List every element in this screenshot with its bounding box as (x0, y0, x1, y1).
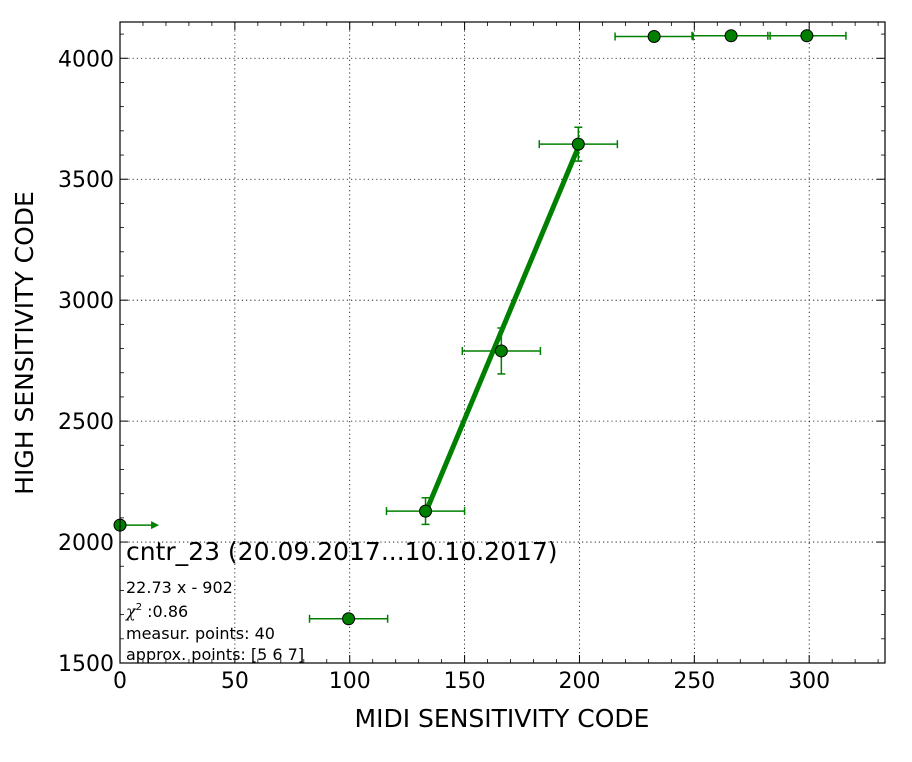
x-error-arrowhead (151, 521, 160, 530)
x-tick-label: 250 (673, 669, 715, 694)
x-tick-label: 150 (444, 669, 486, 694)
x-tick-label: 50 (221, 669, 249, 694)
plot-frame (119, 21, 886, 664)
data-point (494, 344, 508, 358)
annotation-formula: 22.73 x - 902 (126, 578, 233, 597)
data-point (724, 29, 738, 43)
data-point (342, 612, 356, 626)
x-tick-label: 300 (788, 669, 830, 694)
y-tick-label: 1500 (58, 652, 114, 677)
x-tick-label: 0 (113, 669, 127, 694)
y-tick-label: 3000 (58, 289, 114, 314)
x-tick-label: 200 (558, 669, 600, 694)
error-bars-layer (120, 31, 847, 623)
annotation-chi2: χ2 :0.86 (125, 602, 188, 621)
y-tick-label: 2500 (58, 410, 114, 435)
data-point (419, 504, 433, 518)
chi-value: :0.86 (142, 602, 188, 621)
y-tick-label: 2000 (58, 531, 114, 556)
annotation-approx-points: approx. points: [5 6 7] (126, 645, 304, 664)
data-point (800, 29, 814, 43)
annotation-title: cntr_23 (20.09.2017...10.10.2017) (126, 537, 558, 566)
y-axis-label: HIGH SENSITIVITY CODE (10, 191, 39, 495)
x-axis-label: MIDI SENSITIVITY CODE (355, 704, 650, 733)
y-tick-label: 4000 (58, 47, 114, 72)
data-points-layer (113, 29, 814, 626)
annotation-measur-points: measur. points: 40 (126, 624, 275, 643)
chi-symbol: χ (125, 602, 137, 621)
grid-lines (120, 22, 885, 663)
chi-power: 2 (136, 602, 142, 613)
data-point (571, 137, 585, 151)
fit-annotation: cntr_23 (20.09.2017...10.10.2017) 22.73 … (125, 537, 558, 664)
data-point (647, 30, 661, 44)
x-tick-label: 100 (329, 669, 371, 694)
tick-labels: 0 50 100 150 200 250 300 1500 2000 2500 3000 3500 40… (58, 47, 830, 694)
tick-marks (119, 22, 885, 664)
y-tick-label: 3500 (58, 168, 114, 193)
